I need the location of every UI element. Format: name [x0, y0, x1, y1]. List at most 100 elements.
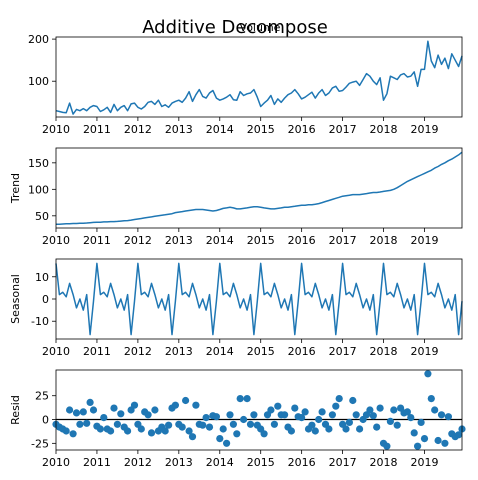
resid-point: [161, 427, 169, 435]
x-tick-label: 2014: [206, 234, 234, 247]
x-tick-label: 2017: [329, 234, 357, 247]
y-tick-label: 50: [35, 210, 49, 223]
resid-point: [226, 411, 234, 419]
x-tick-label: 2018: [370, 456, 398, 469]
resid-point: [420, 435, 429, 443]
y-tick-label: 200: [28, 33, 49, 46]
y-tick-label: 10: [35, 271, 49, 284]
resid-point: [151, 406, 159, 414]
resid-point: [185, 427, 193, 435]
resid-point: [130, 401, 139, 409]
resid-ylabel: Resid: [9, 395, 22, 425]
trend-panel: 2010 2011 2012 2013 2014 2015 2016 2017 2018 2019…: [9, 147, 463, 247]
seasonal-panel: 2010 2011 2012 2013 2014 2015 2016 2017 2018 2019…: [9, 258, 463, 358]
resid-point: [72, 409, 81, 417]
x-tick-label: 2016: [288, 123, 316, 136]
y-tick-label: 150: [28, 157, 49, 170]
x-tick-label: 2011: [83, 234, 111, 247]
resid-point: [144, 411, 152, 419]
resid-point: [424, 370, 432, 378]
resid-point: [113, 420, 121, 428]
x-tick-label: 2015: [247, 345, 275, 358]
observed-series-line: [55, 40, 463, 115]
y-tick-label: 100: [28, 75, 49, 88]
x-tick-label: 2013: [165, 456, 193, 469]
x-tick-label: 2012: [124, 345, 152, 358]
resid-point: [223, 439, 231, 447]
resid-point: [441, 439, 449, 447]
resid-point: [110, 404, 118, 412]
y-tick-label: 0: [42, 293, 49, 306]
resid-point: [291, 404, 299, 412]
resid-point: [137, 425, 145, 433]
resid-point: [202, 414, 210, 422]
y-tick-label: 25: [35, 390, 49, 403]
resid-point: [403, 408, 411, 416]
resid-point: [332, 402, 340, 410]
resid-point: [205, 423, 214, 431]
y-tick-label: -10: [31, 315, 49, 328]
x-tick-label: 2013: [165, 123, 193, 136]
resid-point: [407, 414, 415, 422]
resid-point: [434, 436, 442, 445]
y-tick-label: 100: [28, 183, 49, 196]
seasonal-series-line: [55, 262, 463, 336]
resid-point: [352, 411, 360, 419]
resid-point: [76, 420, 84, 428]
resid-point: [250, 411, 258, 419]
resid-point: [124, 427, 132, 435]
resid-point: [315, 415, 323, 424]
resid-point: [325, 425, 333, 433]
x-tick-label: 2010: [42, 234, 70, 247]
resid-point: [301, 408, 309, 416]
resid-point: [79, 408, 87, 416]
resid-point: [236, 395, 244, 403]
x-tick-label: 2017: [329, 345, 357, 358]
resid-point: [260, 430, 268, 438]
x-tick-label: 2010: [42, 345, 70, 358]
x-tick-label: 2019: [410, 123, 438, 136]
resid-point: [267, 406, 275, 414]
x-tick-label: 2011: [83, 456, 111, 469]
resid-point: [83, 419, 91, 427]
resid-point: [281, 411, 289, 419]
resid-point: [393, 421, 401, 429]
resid-point: [390, 406, 398, 414]
resid-point: [444, 413, 452, 421]
resid-point: [171, 401, 179, 409]
resid-point: [270, 420, 278, 428]
x-tick-label: 2014: [206, 345, 234, 358]
x-tick-label: 2018: [370, 123, 398, 136]
resid-point: [240, 415, 248, 424]
resid-point: [427, 395, 435, 403]
resid-point: [188, 433, 197, 441]
trend-ylabel: Trend: [9, 173, 22, 204]
x-tick-label: 2014: [206, 456, 234, 469]
trend-axes-frame: [55, 147, 463, 229]
x-tick-label: 2012: [124, 234, 152, 247]
resid-point: [318, 408, 326, 416]
resid-point: [62, 427, 70, 435]
resid-point: [219, 425, 227, 433]
resid-panel: 2010 2011 2012 2013 2014 2015 2016 2017 2018 2019…: [9, 369, 466, 469]
x-tick-label: 2017: [329, 456, 357, 469]
resid-point: [386, 417, 394, 425]
resid-point: [298, 414, 306, 422]
resid-point: [96, 425, 104, 433]
resid-point: [147, 429, 156, 437]
resid-point: [349, 396, 357, 405]
observed-axes-frame: [55, 36, 463, 118]
resid-point: [229, 420, 237, 428]
resid-point: [328, 411, 336, 419]
x-tick-label: 2010: [42, 456, 70, 469]
x-tick-label: 2013: [165, 234, 193, 247]
x-tick-label: 2016: [288, 345, 316, 358]
resid-point: [243, 395, 251, 403]
resid-point: [192, 401, 200, 409]
resid-point: [373, 423, 381, 431]
resid-point: [437, 411, 446, 419]
resid-point: [107, 427, 115, 435]
x-tick-label: 2014: [206, 123, 234, 136]
resid-point: [410, 429, 418, 437]
resid-point: [86, 398, 94, 406]
